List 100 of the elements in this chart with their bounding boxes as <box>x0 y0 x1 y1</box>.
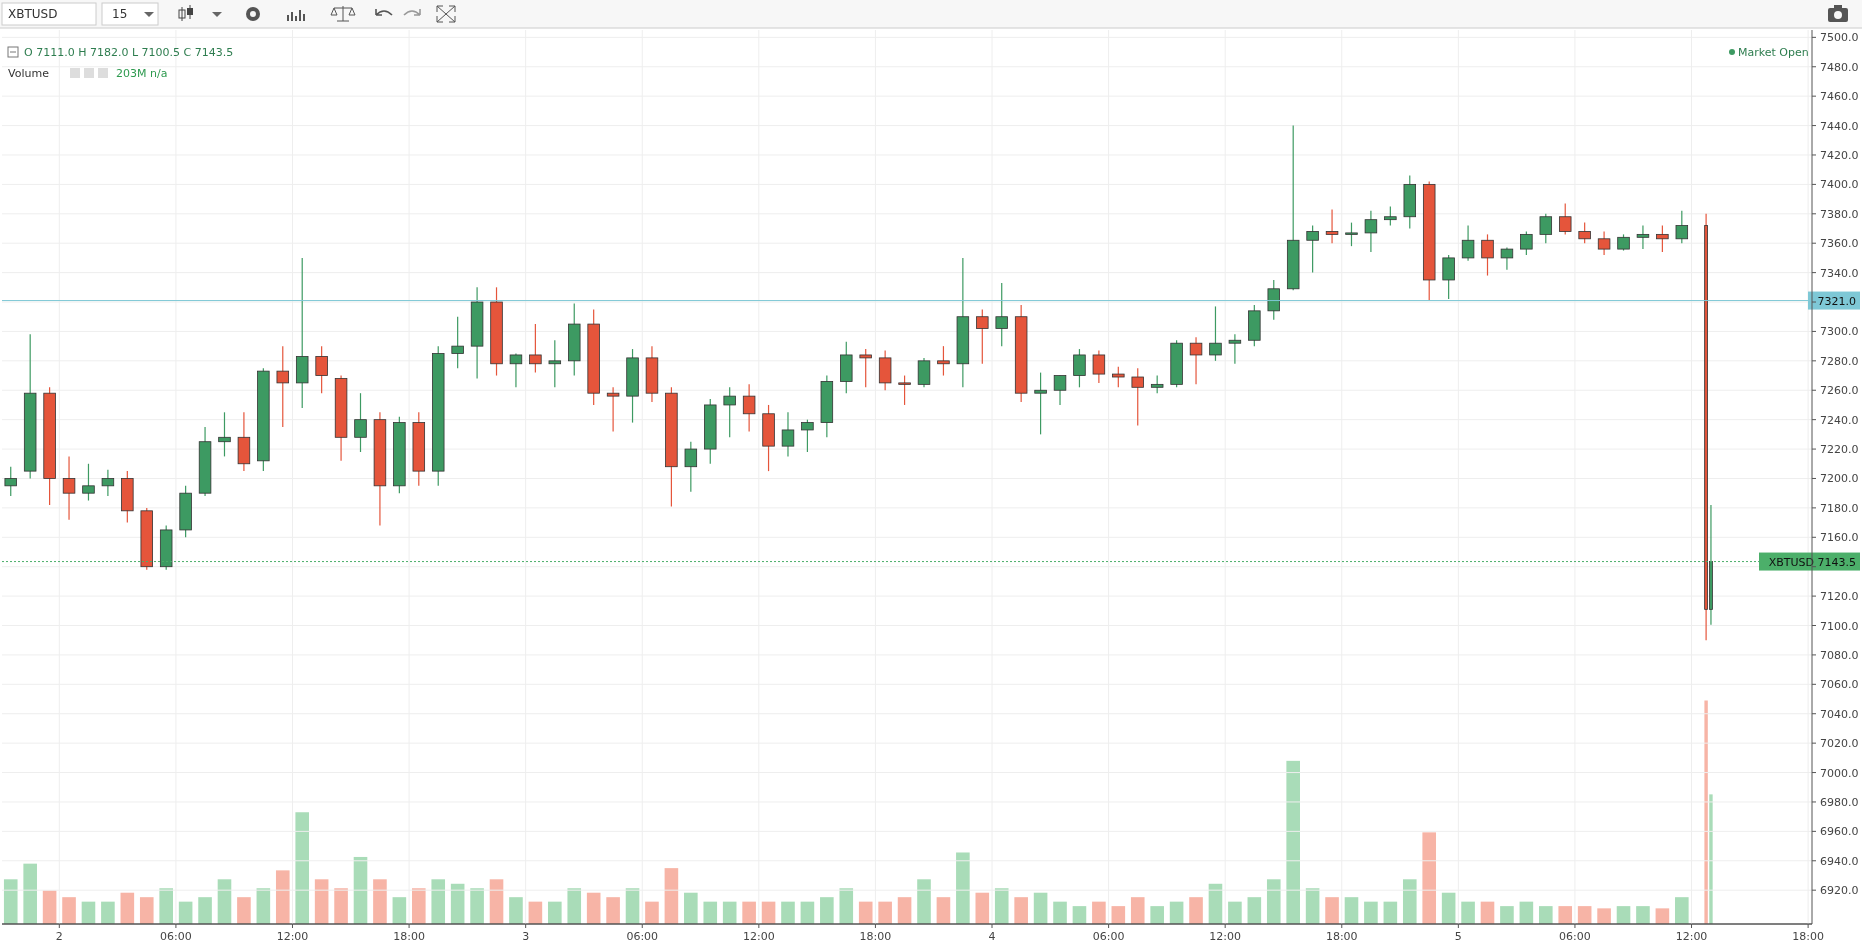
bar <box>761 901 776 924</box>
bar <box>567 888 582 924</box>
bar <box>1189 897 1203 924</box>
y-tick-label: 7020.0 <box>1820 737 1859 751</box>
bar <box>392 897 407 924</box>
bar <box>878 901 892 924</box>
bar <box>1305 888 1320 924</box>
bar <box>1461 901 1475 924</box>
bar <box>470 888 484 924</box>
y-tick-label: 7440.0 <box>1820 119 1859 133</box>
y-tick-label: 6940.0 <box>1820 854 1859 868</box>
x-tick-label: 12:00 <box>276 930 309 943</box>
candlestick <box>1131 367 1144 427</box>
bar <box>237 897 251 924</box>
bar <box>1033 892 1048 924</box>
bar <box>1228 901 1242 924</box>
candlestick <box>1656 224 1669 253</box>
y-tick-label: 7380.0 <box>1820 207 1859 221</box>
bar <box>897 897 912 924</box>
ref-line-label: 7321.0 <box>1817 294 1856 308</box>
y-tick-label: 7280.0 <box>1820 354 1859 368</box>
candlestick <box>801 419 814 453</box>
bar <box>314 879 329 924</box>
candlestick <box>1597 230 1611 256</box>
bar <box>858 901 873 924</box>
bar <box>198 897 212 924</box>
bar <box>1500 906 1514 924</box>
candlestick <box>1481 233 1494 277</box>
bar <box>1247 897 1262 924</box>
candlestick <box>723 386 736 438</box>
candlestick <box>1559 202 1572 235</box>
bar <box>178 901 193 924</box>
bar <box>1480 901 1495 924</box>
x-tick-label: 12:00 <box>1675 930 1708 943</box>
bar <box>956 852 970 924</box>
y-tick-label: 7160.0 <box>1820 531 1859 545</box>
x-tick-label: 06:00 <box>1559 930 1591 943</box>
bar <box>625 888 640 924</box>
candlestick <box>995 282 1008 347</box>
bar <box>1577 906 1592 924</box>
bar <box>1519 901 1534 924</box>
bar <box>1014 897 1028 924</box>
candlestick <box>509 352 523 388</box>
y-tick-label: 6960.0 <box>1820 825 1859 839</box>
candlestick <box>1539 213 1553 244</box>
bar <box>1655 908 1670 924</box>
bar <box>936 897 951 924</box>
candlestick <box>1520 230 1533 256</box>
y-tick-label: 7100.0 <box>1820 619 1859 633</box>
annotation: O 7111.0 H 7182.0 L 7100.5 C 7143.5 <box>24 46 234 59</box>
candlestick <box>1267 279 1280 321</box>
y-tick-label: 7260.0 <box>1820 384 1859 398</box>
y-tick-label: 7120.0 <box>1820 590 1859 604</box>
bar <box>1597 908 1611 924</box>
x-tick-label: 3 <box>522 930 530 943</box>
text: XBTUSD <box>8 7 58 21</box>
candlestick <box>218 411 231 458</box>
bar <box>1053 901 1067 924</box>
y-tick-label: 7000.0 <box>1820 766 1859 780</box>
candlestick <box>82 463 95 502</box>
bar <box>1286 760 1300 924</box>
candlestick <box>859 348 872 388</box>
y-tick-label: 7420.0 <box>1820 148 1859 162</box>
x-tick-label: 06:00 <box>626 930 659 943</box>
bar <box>3 879 18 924</box>
candlestick <box>1384 205 1397 227</box>
bar <box>1636 906 1650 924</box>
bar <box>800 901 815 924</box>
x-tick-label: 2 <box>55 930 63 943</box>
bar <box>1208 883 1223 924</box>
bar <box>1402 879 1417 924</box>
candlestick <box>1034 372 1047 435</box>
bar <box>606 897 620 924</box>
x-tick-label: 5 <box>1454 930 1462 943</box>
x-tick-label: 12:00 <box>742 930 775 943</box>
bar <box>1266 879 1281 924</box>
y-tick-label: 7080.0 <box>1820 648 1859 662</box>
x-tick-label: 18:00 <box>1792 930 1824 943</box>
candlestick <box>1442 254 1455 300</box>
candlestick <box>937 345 950 377</box>
bar <box>1616 906 1631 924</box>
candlestick <box>529 323 542 374</box>
annotation: Volume <box>8 67 50 80</box>
y-tick-label: 7460.0 <box>1820 90 1859 104</box>
candlestick <box>1578 222 1591 244</box>
bar <box>1538 906 1553 924</box>
bar <box>217 879 232 924</box>
x-tick-label: 18:00 <box>393 930 425 943</box>
y-tick-label: 7040.0 <box>1820 707 1859 721</box>
bar <box>1325 897 1339 924</box>
candlestick <box>1073 348 1086 388</box>
bar <box>684 892 698 924</box>
bar <box>450 883 465 924</box>
bar <box>820 897 834 924</box>
text: 15 <box>112 7 128 21</box>
bar <box>586 892 601 924</box>
y-tick-label: 7340.0 <box>1820 266 1859 280</box>
bar <box>1092 901 1106 924</box>
candlestick <box>606 386 620 433</box>
bar <box>645 901 659 924</box>
